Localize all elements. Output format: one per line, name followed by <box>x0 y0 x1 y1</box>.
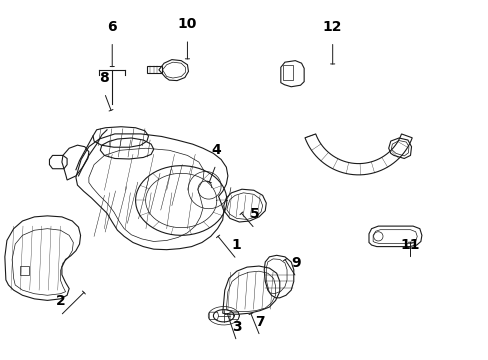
Text: 9: 9 <box>291 256 301 270</box>
Text: 4: 4 <box>211 143 221 157</box>
Text: 12: 12 <box>322 20 342 34</box>
Text: 10: 10 <box>178 17 197 31</box>
Text: 6: 6 <box>107 20 117 34</box>
Text: 8: 8 <box>100 71 109 85</box>
Text: 7: 7 <box>255 315 264 329</box>
Text: 3: 3 <box>231 320 241 334</box>
Text: 5: 5 <box>249 207 259 221</box>
Text: 1: 1 <box>231 238 241 252</box>
Text: 2: 2 <box>55 294 65 308</box>
Text: 11: 11 <box>400 238 419 252</box>
